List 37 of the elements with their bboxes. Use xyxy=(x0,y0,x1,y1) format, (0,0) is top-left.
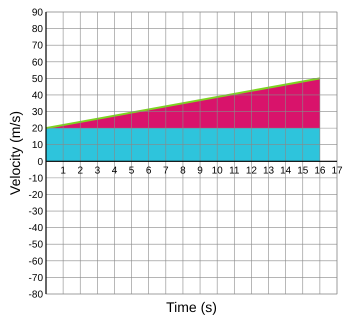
x-tick-label: 11 xyxy=(229,165,240,176)
y-tick-label: 60 xyxy=(32,57,44,68)
y-tick-label: -40 xyxy=(28,223,44,234)
x-tick-label: 14 xyxy=(280,165,292,176)
y-tick-label: 20 xyxy=(32,124,44,135)
y-tick-label: 50 xyxy=(32,74,44,85)
x-tick-label: 12 xyxy=(246,165,258,176)
x-tick-label: 10 xyxy=(212,165,224,176)
y-tick-label: -80 xyxy=(28,290,44,300)
x-tick-label: 16 xyxy=(314,165,326,176)
y-tick-label: 0 xyxy=(37,156,44,168)
x-tick-label: 8 xyxy=(180,165,186,176)
y-tick-label: -50 xyxy=(28,240,44,251)
y-tick-label: 10 xyxy=(32,140,44,152)
x-axis-title: Time (s) xyxy=(166,299,217,315)
x-tick-label: 7 xyxy=(163,165,170,176)
y-tick-label: 30 xyxy=(32,107,44,118)
x-tick-label: 6 xyxy=(146,165,152,176)
y-tick-label: -20 xyxy=(28,190,44,201)
y-tick-label: -60 xyxy=(28,256,44,268)
x-tick-label: 1 xyxy=(60,165,66,176)
y-tick-label: -70 xyxy=(28,272,44,284)
y-tick-label: 70 xyxy=(32,40,44,52)
x-tick-label: 3 xyxy=(94,165,101,176)
x-tick-label: 5 xyxy=(128,165,135,176)
y-tick-label: -30 xyxy=(28,206,44,218)
x-tick-label: 4 xyxy=(112,165,118,176)
x-tick-label: 9 xyxy=(197,165,204,176)
y-tick-label: 40 xyxy=(32,90,44,102)
x-tick-label: 13 xyxy=(262,165,275,176)
y-tick-label: 80 xyxy=(32,24,44,36)
y-tick-label: 90 xyxy=(32,8,44,18)
x-tick-label: 17 xyxy=(331,165,343,176)
y-tick-label: -10 xyxy=(28,173,44,184)
y-axis-title: Velocity (m/s) xyxy=(7,110,23,196)
x-tick-label: 2 xyxy=(77,165,84,176)
x-tick-label: 15 xyxy=(297,165,309,176)
